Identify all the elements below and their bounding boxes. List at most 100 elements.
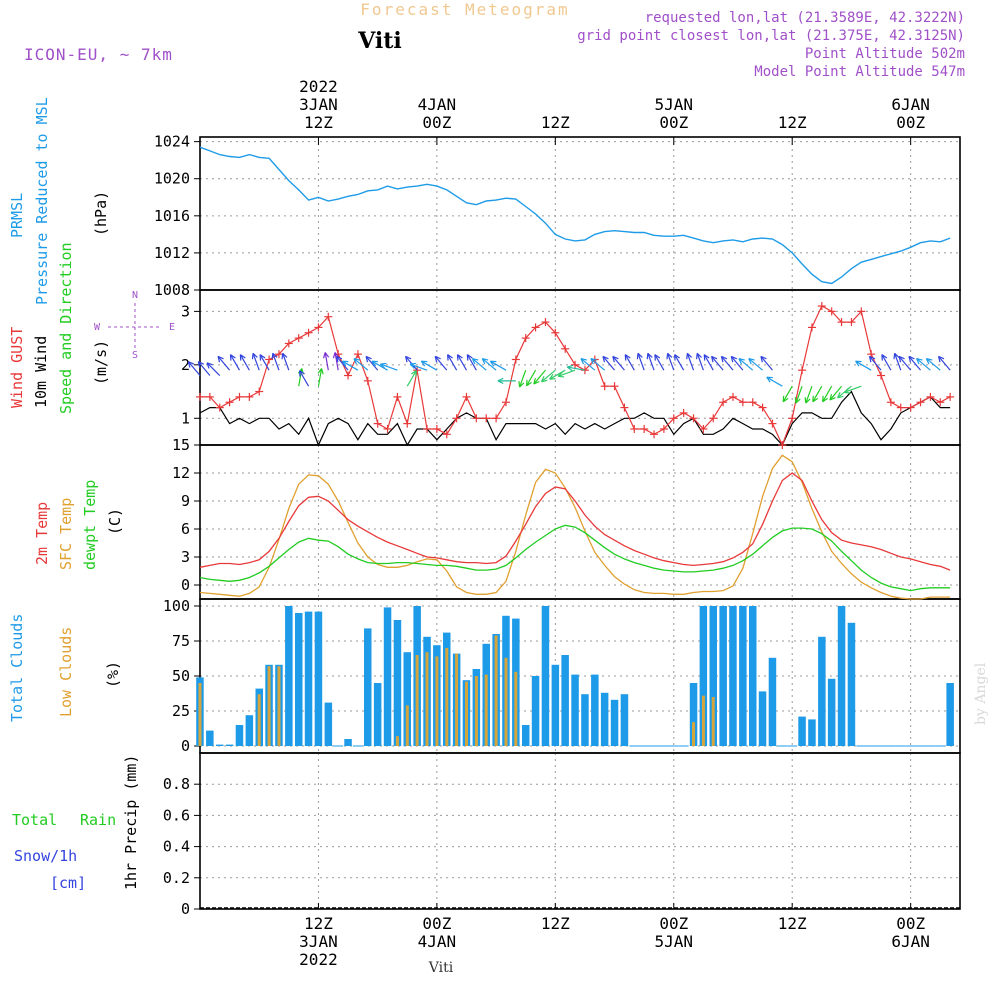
wind-arrow-head (602, 356, 606, 363)
wind-arrow-shaft (654, 354, 665, 371)
wind-arrow-head (916, 358, 920, 365)
wind-arrow-head (188, 361, 195, 365)
wind-arrow-head (624, 354, 631, 359)
wind-arrow (298, 370, 310, 387)
total-cloud-bar (324, 702, 333, 746)
wind-arrow-shaft (624, 354, 635, 371)
bottom-time-label: 6JAN (891, 932, 930, 951)
footer-location: Viti (428, 960, 454, 976)
gust-marker (472, 414, 481, 423)
wind-arrow (624, 354, 635, 371)
wind-arrow (281, 352, 290, 371)
wind-arrow (549, 369, 566, 380)
gust-marker (709, 414, 718, 423)
wind-arrow-head (822, 397, 828, 403)
gust-marker (926, 392, 935, 401)
wind-arrow-head (686, 353, 688, 360)
total-cloud-bar (818, 636, 826, 746)
wind-arrow-head (482, 358, 489, 361)
wind-arrow-head (636, 353, 639, 360)
wind-arrow-head (365, 355, 372, 360)
gust-marker (916, 398, 925, 407)
total-cloud-bar (719, 606, 727, 746)
wind-arrow-head (646, 353, 649, 360)
wind-arrow (738, 358, 754, 371)
wind-arrow-shaft (197, 361, 211, 376)
total-cloud-bar (837, 606, 846, 746)
gust-marker (363, 376, 372, 385)
dewpoint-line (199, 524, 951, 592)
y-tick-label: 3 (181, 302, 190, 320)
gust-marker (748, 398, 757, 407)
wind-arrow (466, 354, 477, 371)
wind-arrow-shaft (557, 369, 576, 377)
y-tick-label: 0 (181, 737, 190, 755)
total-cloud-bar (344, 739, 352, 746)
wind-arrow-head (198, 361, 205, 365)
wind-arrow-shaft (908, 355, 921, 371)
gust-marker (383, 424, 392, 433)
wind-arrow-head (217, 356, 221, 363)
wind-arrow-head (730, 356, 734, 363)
gust-marker (521, 334, 530, 343)
gust-marker (215, 403, 224, 412)
wind-arrow-head (837, 395, 844, 399)
gust-marker (373, 419, 382, 428)
gust-marker (778, 441, 787, 449)
wind-arrow (686, 352, 695, 371)
wind-arrow (380, 362, 398, 371)
total-cloud-bar (946, 683, 954, 746)
wind-arrow-shaft (916, 358, 931, 371)
top-time-label: 00Z (422, 113, 451, 132)
wind-arrow (720, 355, 734, 371)
total-cloud-bar (522, 725, 530, 746)
wind-arrow-head (324, 352, 330, 358)
panel-frame (199, 752, 961, 910)
wind-arrow-head (938, 355, 945, 360)
wind-arrow-head (365, 356, 369, 363)
wind-arrow (420, 360, 438, 371)
wind-arrow-head (760, 355, 767, 360)
gust-marker (541, 318, 550, 327)
wind-arrow-head (410, 362, 417, 365)
low-cloud-bar (455, 653, 459, 746)
wind-arrow-head (567, 364, 574, 368)
wind-arrow-shaft (472, 358, 487, 371)
wind-arrow (937, 355, 951, 371)
wind-arrow-head (457, 354, 463, 359)
wind-arrow-shaft (371, 360, 388, 371)
low-cloud-bar (425, 652, 429, 746)
wind-arrow (696, 352, 704, 371)
wind-arrow-head (332, 352, 336, 359)
wind-arrow-head (371, 360, 376, 367)
wind-arrow-shaft (405, 355, 418, 371)
gust-marker (452, 414, 461, 423)
gust-marker (492, 414, 501, 423)
bottom-time-label: 12Z (778, 914, 807, 933)
low-cloud-bar (465, 681, 468, 746)
wind-arrow-shaft (805, 386, 813, 404)
gust-marker (847, 318, 856, 327)
dewpt-label: dewpt Temp (81, 480, 99, 570)
wind-arrow-head (855, 360, 860, 367)
compass-w: W (94, 322, 101, 333)
gust-marker (196, 392, 204, 401)
wind-arrow-head (409, 363, 415, 369)
total-cloud-bar (531, 676, 540, 746)
wind-arrow (843, 385, 862, 394)
wind-arrow (518, 369, 527, 388)
top-time-label: 4JAN (418, 95, 457, 114)
top-time-label: 12Z (541, 113, 570, 132)
gust-marker (640, 424, 649, 433)
gust-marker (788, 414, 797, 423)
y-tick-label: 1020 (154, 170, 190, 188)
wind-arrow-shaft (938, 355, 951, 371)
top-time-label: 00Z (896, 113, 925, 132)
low-cloud-bar (257, 694, 261, 746)
wind-arrow-head (526, 381, 532, 387)
wind-arrow (766, 376, 783, 387)
wind-label: 10m Wind (32, 336, 50, 408)
wind-arrow-shaft (822, 385, 833, 403)
wind-compass: N S W E (94, 290, 175, 361)
wind-arrow-head (271, 353, 274, 360)
